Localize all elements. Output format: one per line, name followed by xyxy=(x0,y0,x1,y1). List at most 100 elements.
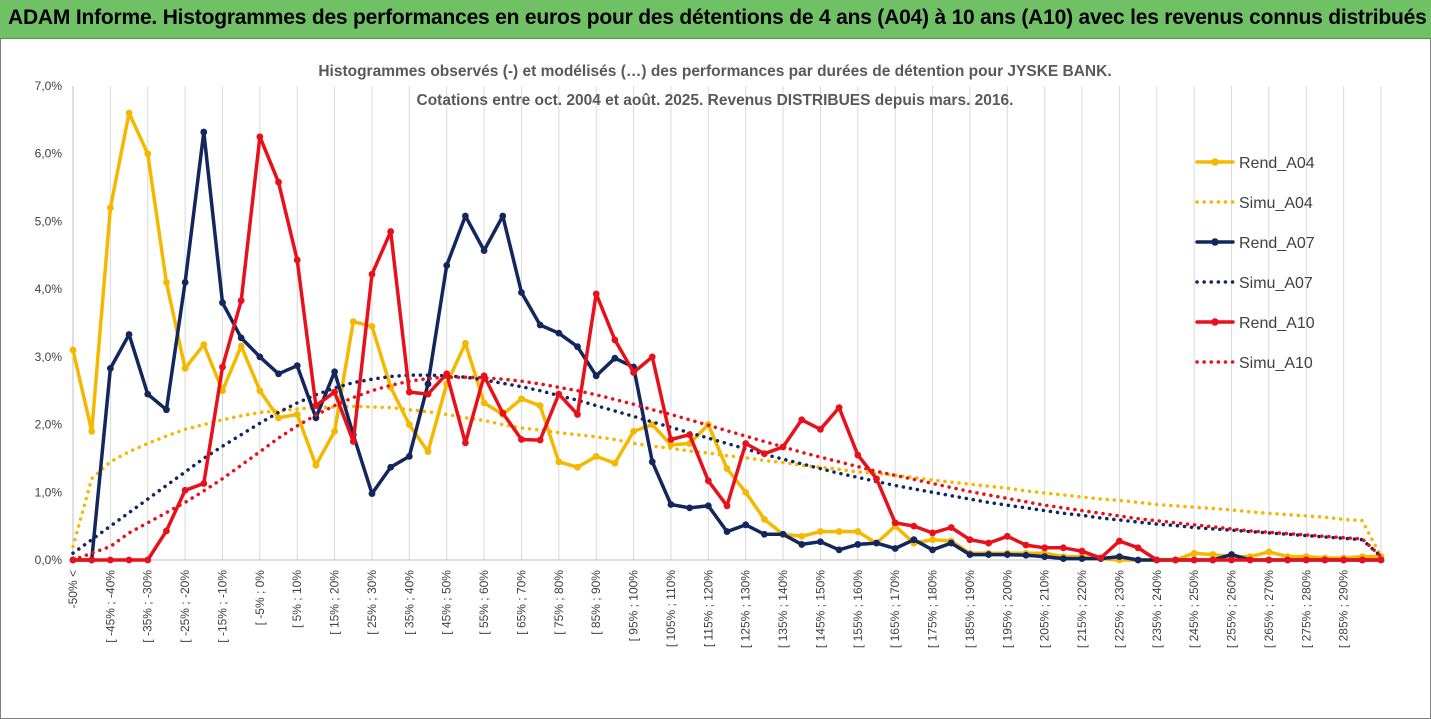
data-point-rend_a10 xyxy=(910,522,918,530)
x-tick-label: [ 195% ; 200% xyxy=(1000,570,1014,648)
x-tick-label: [ 15% ; 20% xyxy=(328,570,342,635)
data-point-rend_a04 xyxy=(742,488,750,496)
data-point-rend_a10 xyxy=(499,409,507,417)
data-point-rend_a04 xyxy=(331,427,338,435)
data-point-rend_a04 xyxy=(462,339,469,347)
data-point-rend_a07 xyxy=(723,528,731,535)
data-point-rend_a07 xyxy=(1003,551,1011,558)
data-point-rend_a07 xyxy=(293,362,301,370)
x-tick-label: [ 175% ; 180% xyxy=(926,570,940,648)
data-point-rend_a10 xyxy=(443,370,451,378)
data-point-rend_a07 xyxy=(275,370,282,378)
legend-marker-rend_a07 xyxy=(1211,238,1219,246)
data-point-rend_a04 xyxy=(88,427,96,435)
data-point-rend_a07 xyxy=(536,321,544,329)
x-tick-label: [ 75% ; 80% xyxy=(552,570,566,635)
data-point-rend_a04 xyxy=(630,427,637,435)
data-point-rend_a07 xyxy=(144,390,152,398)
data-point-rend_a07 xyxy=(854,541,862,548)
x-tick-label: [ 5% ; 10% xyxy=(290,570,304,628)
x-tick-label: [ 265% ; 270% xyxy=(1262,570,1276,648)
data-point-rend_a10 xyxy=(742,440,750,447)
data-point-rend_a07 xyxy=(163,406,170,414)
data-point-rend_a04 xyxy=(667,441,675,449)
x-tick-label: [ 115% ; 120% xyxy=(701,570,715,647)
data-point-rend_a10 xyxy=(256,133,264,141)
data-point-rend_a07 xyxy=(1059,555,1067,563)
legend-label-rend_a04: Rend_A04 xyxy=(1239,155,1315,172)
chart-title-line-2: Cotations entre oct. 2004 et août. 2025.… xyxy=(417,92,1014,109)
chart-title-line-1: Histogrammes observés (-) et modélisés (… xyxy=(318,63,1111,80)
data-point-rend_a10 xyxy=(1134,544,1142,552)
data-point-rend_a10 xyxy=(1284,556,1291,564)
data-point-rend_a10 xyxy=(574,411,581,418)
data-point-rend_a04 xyxy=(518,395,525,403)
data-point-rend_a07 xyxy=(1134,556,1142,564)
x-tick-label: [ -25% ; -20% xyxy=(178,570,192,643)
report-title: ADAM Informe. Histogrammes des performan… xyxy=(8,6,1427,29)
y-tick-label: 4,0% xyxy=(35,282,63,296)
y-tick-label: 2,0% xyxy=(35,418,63,432)
data-point-rend_a10 xyxy=(1097,554,1105,562)
x-tick-label: -50% < xyxy=(66,570,80,608)
data-point-rend_a04 xyxy=(405,421,413,428)
data-point-rend_a04 xyxy=(219,387,226,395)
data-point-rend_a07 xyxy=(331,368,338,376)
y-tick-label: 6,0% xyxy=(35,147,63,161)
data-point-rend_a10 xyxy=(555,390,563,398)
data-point-rend_a04 xyxy=(798,532,806,540)
data-point-rend_a04 xyxy=(293,411,301,418)
data-point-rend_a07 xyxy=(106,364,114,372)
data-point-rend_a07 xyxy=(798,541,806,548)
data-point-rend_a04 xyxy=(125,109,133,117)
x-tick-label: [ 205% ; 210% xyxy=(1038,570,1052,648)
data-point-rend_a04 xyxy=(536,402,544,410)
data-point-rend_a07 xyxy=(592,372,600,380)
x-tick-label: [ 105% ; 110% xyxy=(664,570,678,647)
data-point-rend_a10 xyxy=(518,436,525,443)
y-tick-label: 7,0% xyxy=(35,79,63,93)
data-point-rend_a10 xyxy=(1302,556,1310,564)
x-tick-label: [ 65% ; 70% xyxy=(514,570,528,635)
data-point-rend_a10 xyxy=(1078,547,1086,555)
data-point-rend_a04 xyxy=(1190,549,1198,557)
data-point-rend_a10 xyxy=(835,404,843,412)
x-tick-label: [ 165% ; 170% xyxy=(888,570,902,648)
data-point-rend_a04 xyxy=(835,528,843,535)
data-point-rend_a10 xyxy=(1340,556,1348,564)
data-point-rend_a07 xyxy=(424,380,432,388)
x-tick-label: [ 85% ; 90% xyxy=(589,570,603,635)
data-point-rend_a07 xyxy=(219,299,226,307)
y-tick-label: 5,0% xyxy=(35,214,63,228)
data-point-rend_a10 xyxy=(237,297,245,305)
data-point-rend_a04 xyxy=(1209,551,1217,558)
data-point-rend_a07 xyxy=(1041,553,1049,561)
data-point-rend_a07 xyxy=(125,331,133,338)
data-point-rend_a07 xyxy=(779,530,787,538)
x-tick-label: [ 215% ; 220% xyxy=(1075,570,1089,648)
data-point-rend_a10 xyxy=(200,480,208,487)
data-point-rend_a10 xyxy=(723,502,731,510)
data-point-rend_a10 xyxy=(424,390,432,398)
series-line-rend_a10 xyxy=(71,135,1383,562)
data-point-rend_a07 xyxy=(181,278,189,286)
series-line-simu_a10 xyxy=(71,375,1383,562)
data-point-rend_a07 xyxy=(443,262,451,269)
data-point-rend_a10 xyxy=(88,556,96,564)
series-line-rend_a04 xyxy=(71,111,1383,562)
data-point-rend_a10 xyxy=(1377,556,1385,564)
series-line-rend_a07 xyxy=(71,130,1383,562)
legend-label-simu_a07: Simu_A07 xyxy=(1239,275,1313,292)
data-point-rend_a07 xyxy=(405,452,413,460)
x-tick-label: [ 225% ; 230% xyxy=(1112,570,1126,648)
data-point-rend_a07 xyxy=(817,538,824,546)
data-point-rend_a10 xyxy=(219,363,226,371)
data-point-rend_a04 xyxy=(760,515,768,523)
data-point-rend_a10 xyxy=(1059,544,1067,552)
x-tick-label: [ 55% ; 60% xyxy=(477,570,491,635)
data-point-rend_a10 xyxy=(462,439,469,447)
data-point-rend_a07 xyxy=(929,546,936,554)
data-point-rend_a10 xyxy=(368,270,376,278)
data-point-rend_a10 xyxy=(985,539,992,547)
